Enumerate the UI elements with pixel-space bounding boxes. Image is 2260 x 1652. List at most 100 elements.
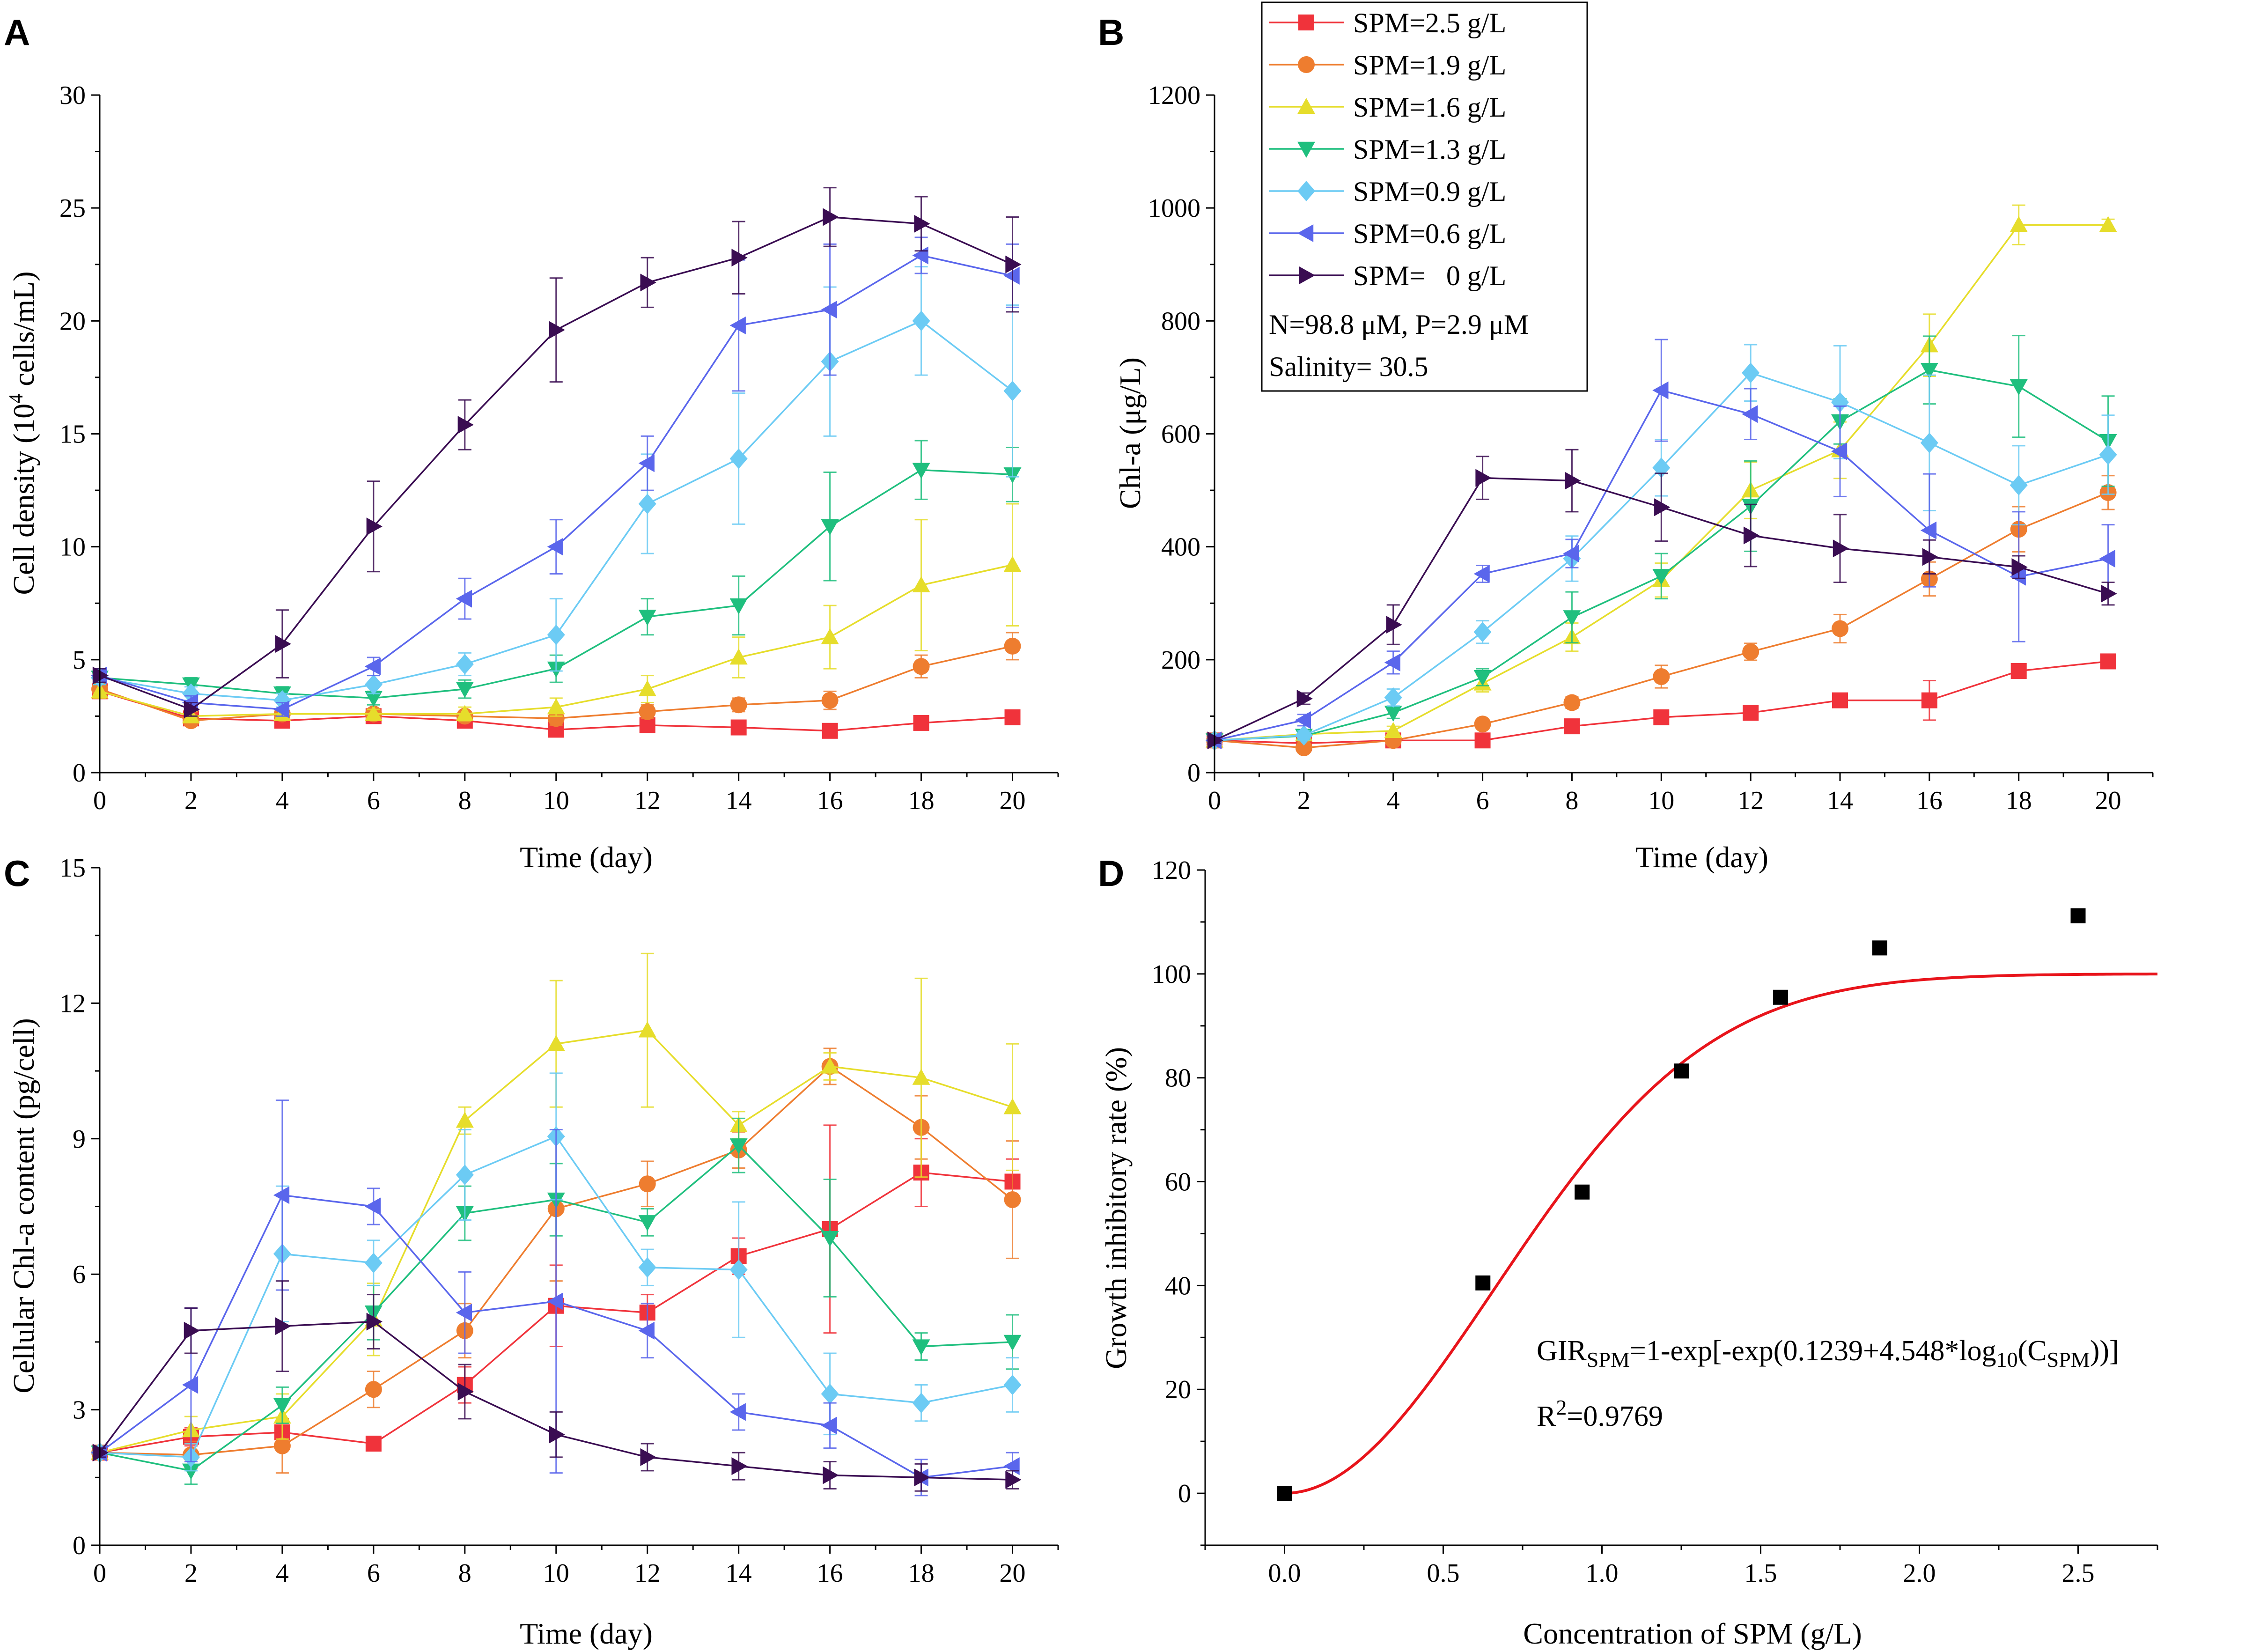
panel-d-y-tick-label: 80 — [1165, 1064, 1191, 1093]
panel-b-data-point — [2010, 379, 2028, 396]
panel-b-data-point — [1295, 725, 1313, 746]
panel-a-data-point — [729, 448, 748, 469]
panel-c-data-point — [273, 1398, 291, 1414]
panel-b-x-tick-label: 8 — [1565, 786, 1578, 815]
panel-b-data-point — [1922, 548, 1938, 566]
panel-a-x-tick-label: 12 — [634, 786, 661, 815]
panel-a-data-point — [1005, 255, 1022, 273]
panel-c-data-point — [365, 1381, 382, 1398]
legend-entry: SPM=1.3 g/L — [1269, 134, 1506, 165]
panel-a-y-tick-label: 5 — [73, 646, 86, 675]
panel-b-x-axis-title: Time (day) — [1635, 841, 1768, 874]
panel-a-data-point — [457, 416, 474, 434]
panel-a-data-point — [821, 628, 839, 644]
panel-d-data-point — [1773, 989, 1788, 1005]
panel-c-data-point — [1004, 1191, 1021, 1209]
panel-b-data-point — [2099, 444, 2117, 465]
panel-c-y-tick-label: 9 — [73, 1125, 86, 1154]
panel-d-y-tick-label: 0 — [1178, 1479, 1191, 1508]
panel-c-data-point — [821, 1057, 839, 1074]
panel-c-y-tick-label: 0 — [73, 1531, 86, 1560]
panel-b-data-point — [1832, 620, 1848, 637]
panel-label-d: D — [1098, 853, 1124, 894]
panel-c-data-point — [1003, 1098, 1022, 1114]
fit-r-squared-value: =0.9769 — [1567, 1401, 1663, 1432]
panel-c-data-point — [547, 1035, 565, 1051]
panel-a-data-point — [184, 700, 200, 718]
panel-b-data-point — [2011, 558, 2028, 576]
panel-b-data-point — [1473, 621, 1492, 642]
panel-b-y-tick-label: 600 — [1161, 420, 1200, 449]
panel-a-series-7 — [92, 187, 1022, 718]
legend-label: SPM=0.6 g/L — [1353, 218, 1506, 249]
panel-d-x-tick-label: 2.0 — [1903, 1559, 1936, 1588]
legend-note-salinity: Salinity= 30.5 — [1269, 351, 1428, 382]
legend-label: SPM=1.6 g/L — [1353, 92, 1506, 123]
panel-c-data-point — [182, 1376, 199, 1394]
panel-b-data-point — [1474, 715, 1491, 733]
panel-b-data-point — [2099, 216, 2117, 232]
panel-a-data-point — [638, 609, 656, 626]
fit-equation-gir: GIR — [1537, 1335, 1587, 1367]
panel-b-data-point — [1833, 539, 1849, 558]
panel-c-data-point — [1003, 1374, 1022, 1395]
panel-a-y-tick-label: 0 — [73, 759, 86, 788]
panel-b-data-point — [1920, 363, 1938, 379]
panel-c-data-point — [731, 1457, 748, 1475]
panel-a-data-point — [275, 635, 291, 653]
panel-c-series-7 — [92, 1280, 1022, 1492]
panel-b-data-point — [1742, 643, 1759, 660]
panel-label-b: B — [1098, 12, 1124, 53]
panel-b-data-point — [1475, 469, 1492, 487]
panel-c-data-point — [638, 1257, 656, 1278]
panel-c-y-tick-label: 12 — [59, 989, 86, 1018]
panel-b-data-point — [2100, 653, 2116, 670]
panel-a-y-axis-title: Cell density (104 cells/mL) — [6, 271, 40, 595]
panel-c-x-tick-label: 12 — [634, 1559, 661, 1588]
panel-b-data-point — [1295, 711, 1311, 729]
fit-equation: GIRSPM=1-exp[-exp(0.1239+4.548*log10(CSP… — [1537, 1335, 2119, 1372]
panel-a-data-point — [823, 208, 839, 226]
fit-equation-body: =1-exp[-exp(0.1239+4.548*log — [1630, 1335, 1996, 1367]
panel-c-x-tick-label: 0 — [93, 1559, 106, 1588]
panel-d-data-point — [1674, 1063, 1689, 1079]
panel-b-data-point — [1832, 692, 1848, 708]
panel-b-x-tick-label: 14 — [1827, 786, 1853, 815]
panel-c-data-point — [821, 1383, 839, 1404]
panel-c-data-point — [456, 1165, 474, 1185]
panel-label-c: C — [4, 853, 30, 894]
panel-c-data-point — [1003, 1335, 1022, 1351]
panel-b-data-point — [2010, 568, 2026, 586]
panel-b-y-axis-title: Chl-a (μg/L) — [1113, 357, 1147, 509]
panel-a-data-point — [729, 598, 748, 615]
panel-b-data-point — [1742, 405, 1758, 423]
panel-c-data-point — [365, 1435, 382, 1452]
legend-swatch-marker — [1297, 98, 1315, 114]
panel-c-data-point — [457, 1383, 474, 1401]
panel-c-x-axis-title: Time (day) — [520, 1617, 653, 1650]
panel-a-y-axis-title-superscript: 4 — [6, 394, 27, 404]
panel-b-y-tick-label: 400 — [1161, 533, 1200, 562]
panel-c-data-point — [821, 1416, 837, 1435]
panel-c-data-point — [729, 1138, 748, 1155]
panel-a-data-point — [729, 649, 748, 665]
panel-a-data-point — [182, 683, 200, 704]
panel-b-data-point — [1296, 690, 1313, 708]
legend-note-nutrients: N=98.8 μM, P=2.9 μM — [1269, 309, 1529, 340]
panel-c-x-tick-label: 18 — [908, 1559, 935, 1588]
panel-c-data-point — [639, 1175, 656, 1193]
legend-swatch-marker — [1297, 224, 1314, 242]
panel-a-data-point — [456, 682, 474, 698]
panel-a-data-point — [364, 657, 381, 676]
panel-a-data-point — [547, 624, 565, 645]
panel-c-data-point — [1005, 1471, 1022, 1489]
panel-c-y-tick-label: 6 — [73, 1260, 86, 1289]
panel-d-y-tick-label: 20 — [1165, 1375, 1191, 1404]
panel-b-data-point — [1831, 442, 1848, 460]
panel-a-x-tick-label: 10 — [543, 786, 569, 815]
fit-equation-end: ))] — [2090, 1335, 2119, 1367]
panel-b-data-point — [1742, 362, 1760, 384]
panel-a-data-point — [638, 680, 656, 696]
panel-d-x-tick-label: 1.0 — [1586, 1559, 1619, 1588]
panel-c-data-point — [184, 1321, 200, 1340]
